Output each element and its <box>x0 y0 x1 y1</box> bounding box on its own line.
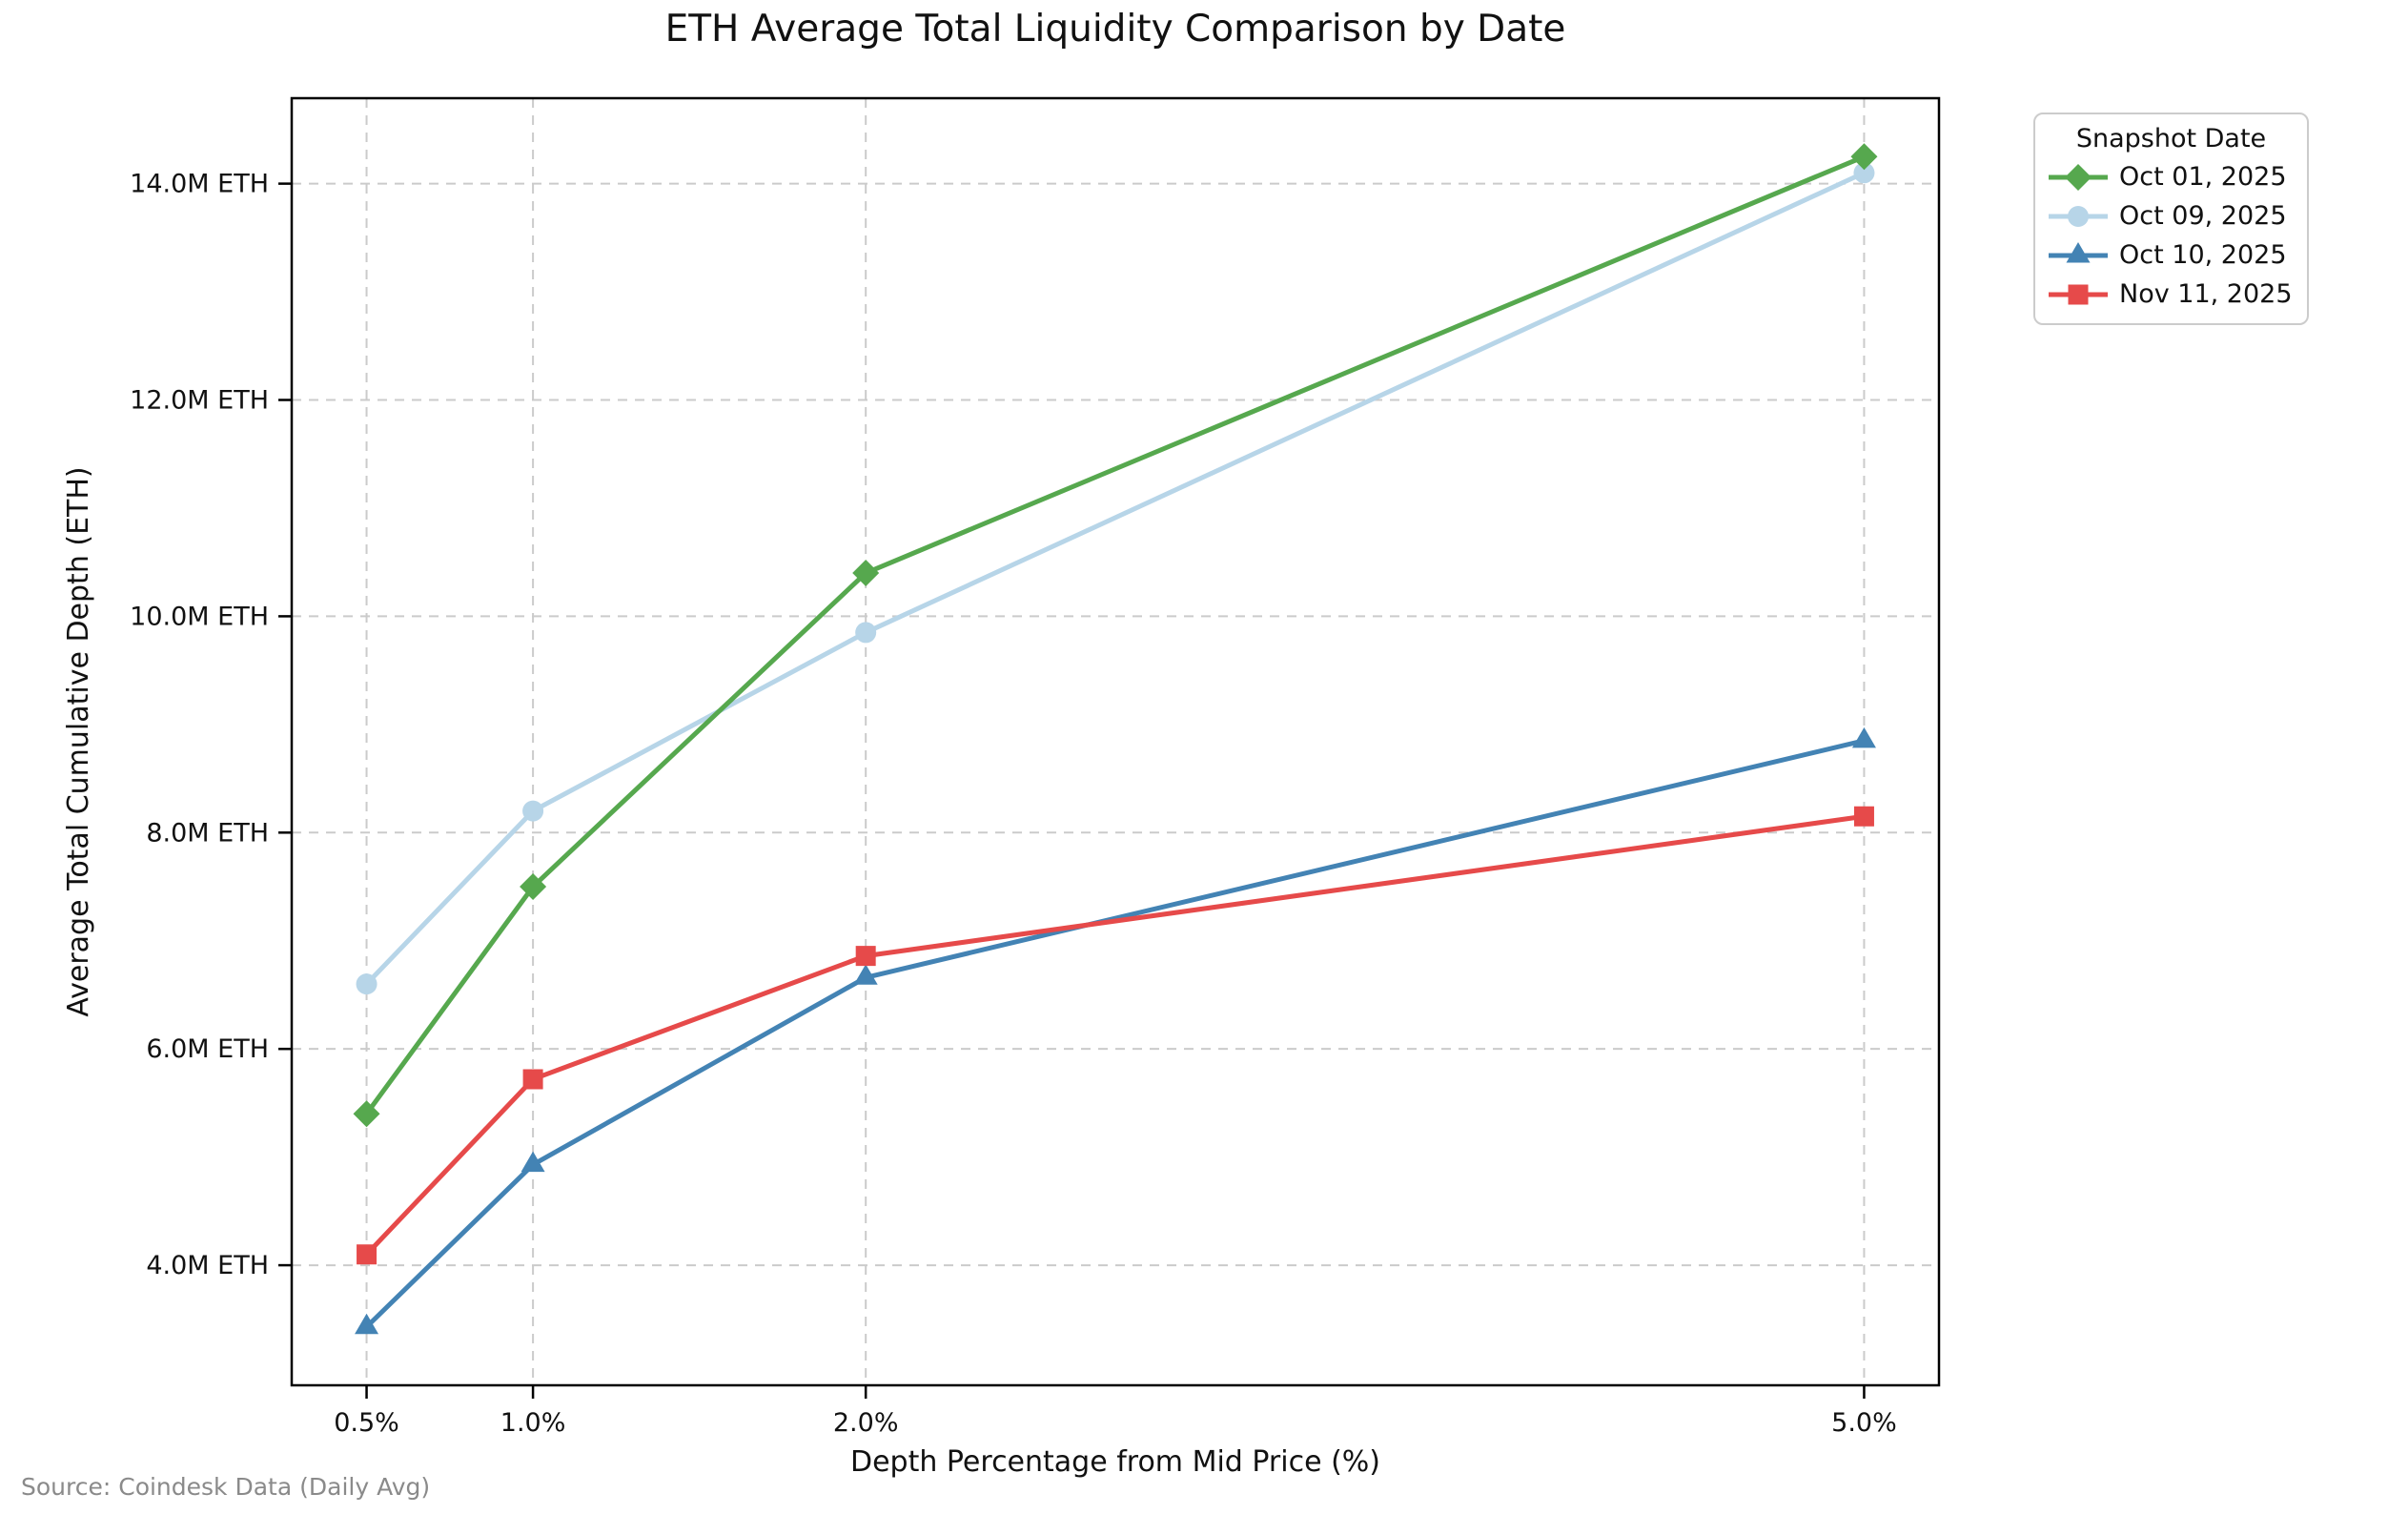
marker-nov-11-2025-5-0 <box>1853 806 1874 827</box>
x-tick-label-1-0: 1.0% <box>500 1408 566 1438</box>
marker-nov-11-2025-0-5 <box>357 1244 378 1265</box>
legend-marker-nov-11-2025 <box>2068 284 2089 304</box>
source-note: Source: Coindesk Data (Daily Avg) <box>21 1473 431 1501</box>
x-tick-label-5-0: 5.0% <box>1831 1408 1897 1438</box>
marker-nov-11-2025-1-0 <box>522 1069 543 1090</box>
legend-marker-square-icon <box>2049 284 2108 304</box>
series-line-oct-01-2025 <box>364 153 1867 1116</box>
marker-oct-09-2025-5-0 <box>1853 162 1875 184</box>
marker-nov-11-2025-2-0 <box>855 946 876 967</box>
y-tick-label-6-0m-eth: 6.0M ETH <box>146 1034 269 1064</box>
legend-marker-triangle-icon <box>2049 241 2108 262</box>
chart-title: ETH Average Total Liquidity Comparison b… <box>664 8 1566 51</box>
marker-oct-09-2025-0-5 <box>356 973 378 995</box>
legend: Snapshot Date Oct 01, 2025 Oct 09, 2025 Oc… <box>2033 113 2309 325</box>
legend-items: Oct 01, 2025 Oct 09, 2025 Oct 10, 2025 Nov … <box>2047 157 2296 314</box>
y-axis-label: Average Total Cumulative Depth (ETH) <box>62 466 95 1017</box>
marker-oct-01-2025-1-0 <box>520 873 547 901</box>
legend-marker-oct-01-2025 <box>2065 163 2092 191</box>
marker-oct-01-2025-2-0 <box>852 560 880 587</box>
legend-item-nov-11-2025: Nov 11, 2025 <box>2047 275 2296 314</box>
marker-oct-10-2025-0-5 <box>355 1313 379 1335</box>
y-tick-label-8-0m-eth: 8.0M ETH <box>146 818 269 848</box>
series-line-oct-10-2025 <box>364 738 1867 1330</box>
legend-marker-circle-icon <box>2049 205 2108 227</box>
y-tick-label-14-0m-eth: 14.0M ETH <box>130 170 269 199</box>
marker-oct-10-2025-1-0 <box>520 1151 545 1173</box>
legend-marker-diamond-icon <box>2049 163 2108 191</box>
legend-item-oct-01-2025: Oct 01, 2025 <box>2047 157 2296 196</box>
x-axis-label: Depth Percentage from Mid Price (%) <box>850 1445 1380 1479</box>
legend-title: Snapshot Date <box>2075 124 2267 153</box>
legend-marker-oct-10-2025 <box>2066 241 2091 262</box>
marker-oct-01-2025-5-0 <box>1850 143 1878 171</box>
legend-label: Oct 10, 2025 <box>2119 240 2287 270</box>
series-line-oct-09-2025 <box>364 170 1867 987</box>
marker-oct-01-2025-0-5 <box>353 1100 380 1128</box>
y-tick-label-12-0m-eth: 12.0M ETH <box>130 386 269 416</box>
marker-oct-09-2025-2-0 <box>855 622 877 644</box>
legend-item-oct-10-2025: Oct 10, 2025 <box>2047 235 2296 275</box>
marker-oct-09-2025-1-0 <box>522 800 544 822</box>
legend-label: Oct 01, 2025 <box>2119 162 2287 192</box>
legend-item-oct-09-2025: Oct 09, 2025 <box>2047 196 2296 235</box>
legend-label: Nov 11, 2025 <box>2119 279 2293 309</box>
y-tick-label-10-0m-eth: 10.0M ETH <box>130 602 269 631</box>
legend-label: Oct 09, 2025 <box>2119 201 2287 231</box>
plot-border <box>290 96 1941 1387</box>
y-tick-label-4-0m-eth: 4.0M ETH <box>146 1251 269 1280</box>
marker-oct-10-2025-5-0 <box>1851 726 1876 748</box>
legend-marker-oct-09-2025 <box>2068 205 2089 227</box>
marker-oct-10-2025-2-0 <box>853 964 878 985</box>
x-tick-label-2-0: 2.0% <box>833 1408 899 1438</box>
x-tick-label-0-5: 0.5% <box>334 1408 399 1438</box>
series-line-nov-11-2025 <box>364 813 1867 1258</box>
